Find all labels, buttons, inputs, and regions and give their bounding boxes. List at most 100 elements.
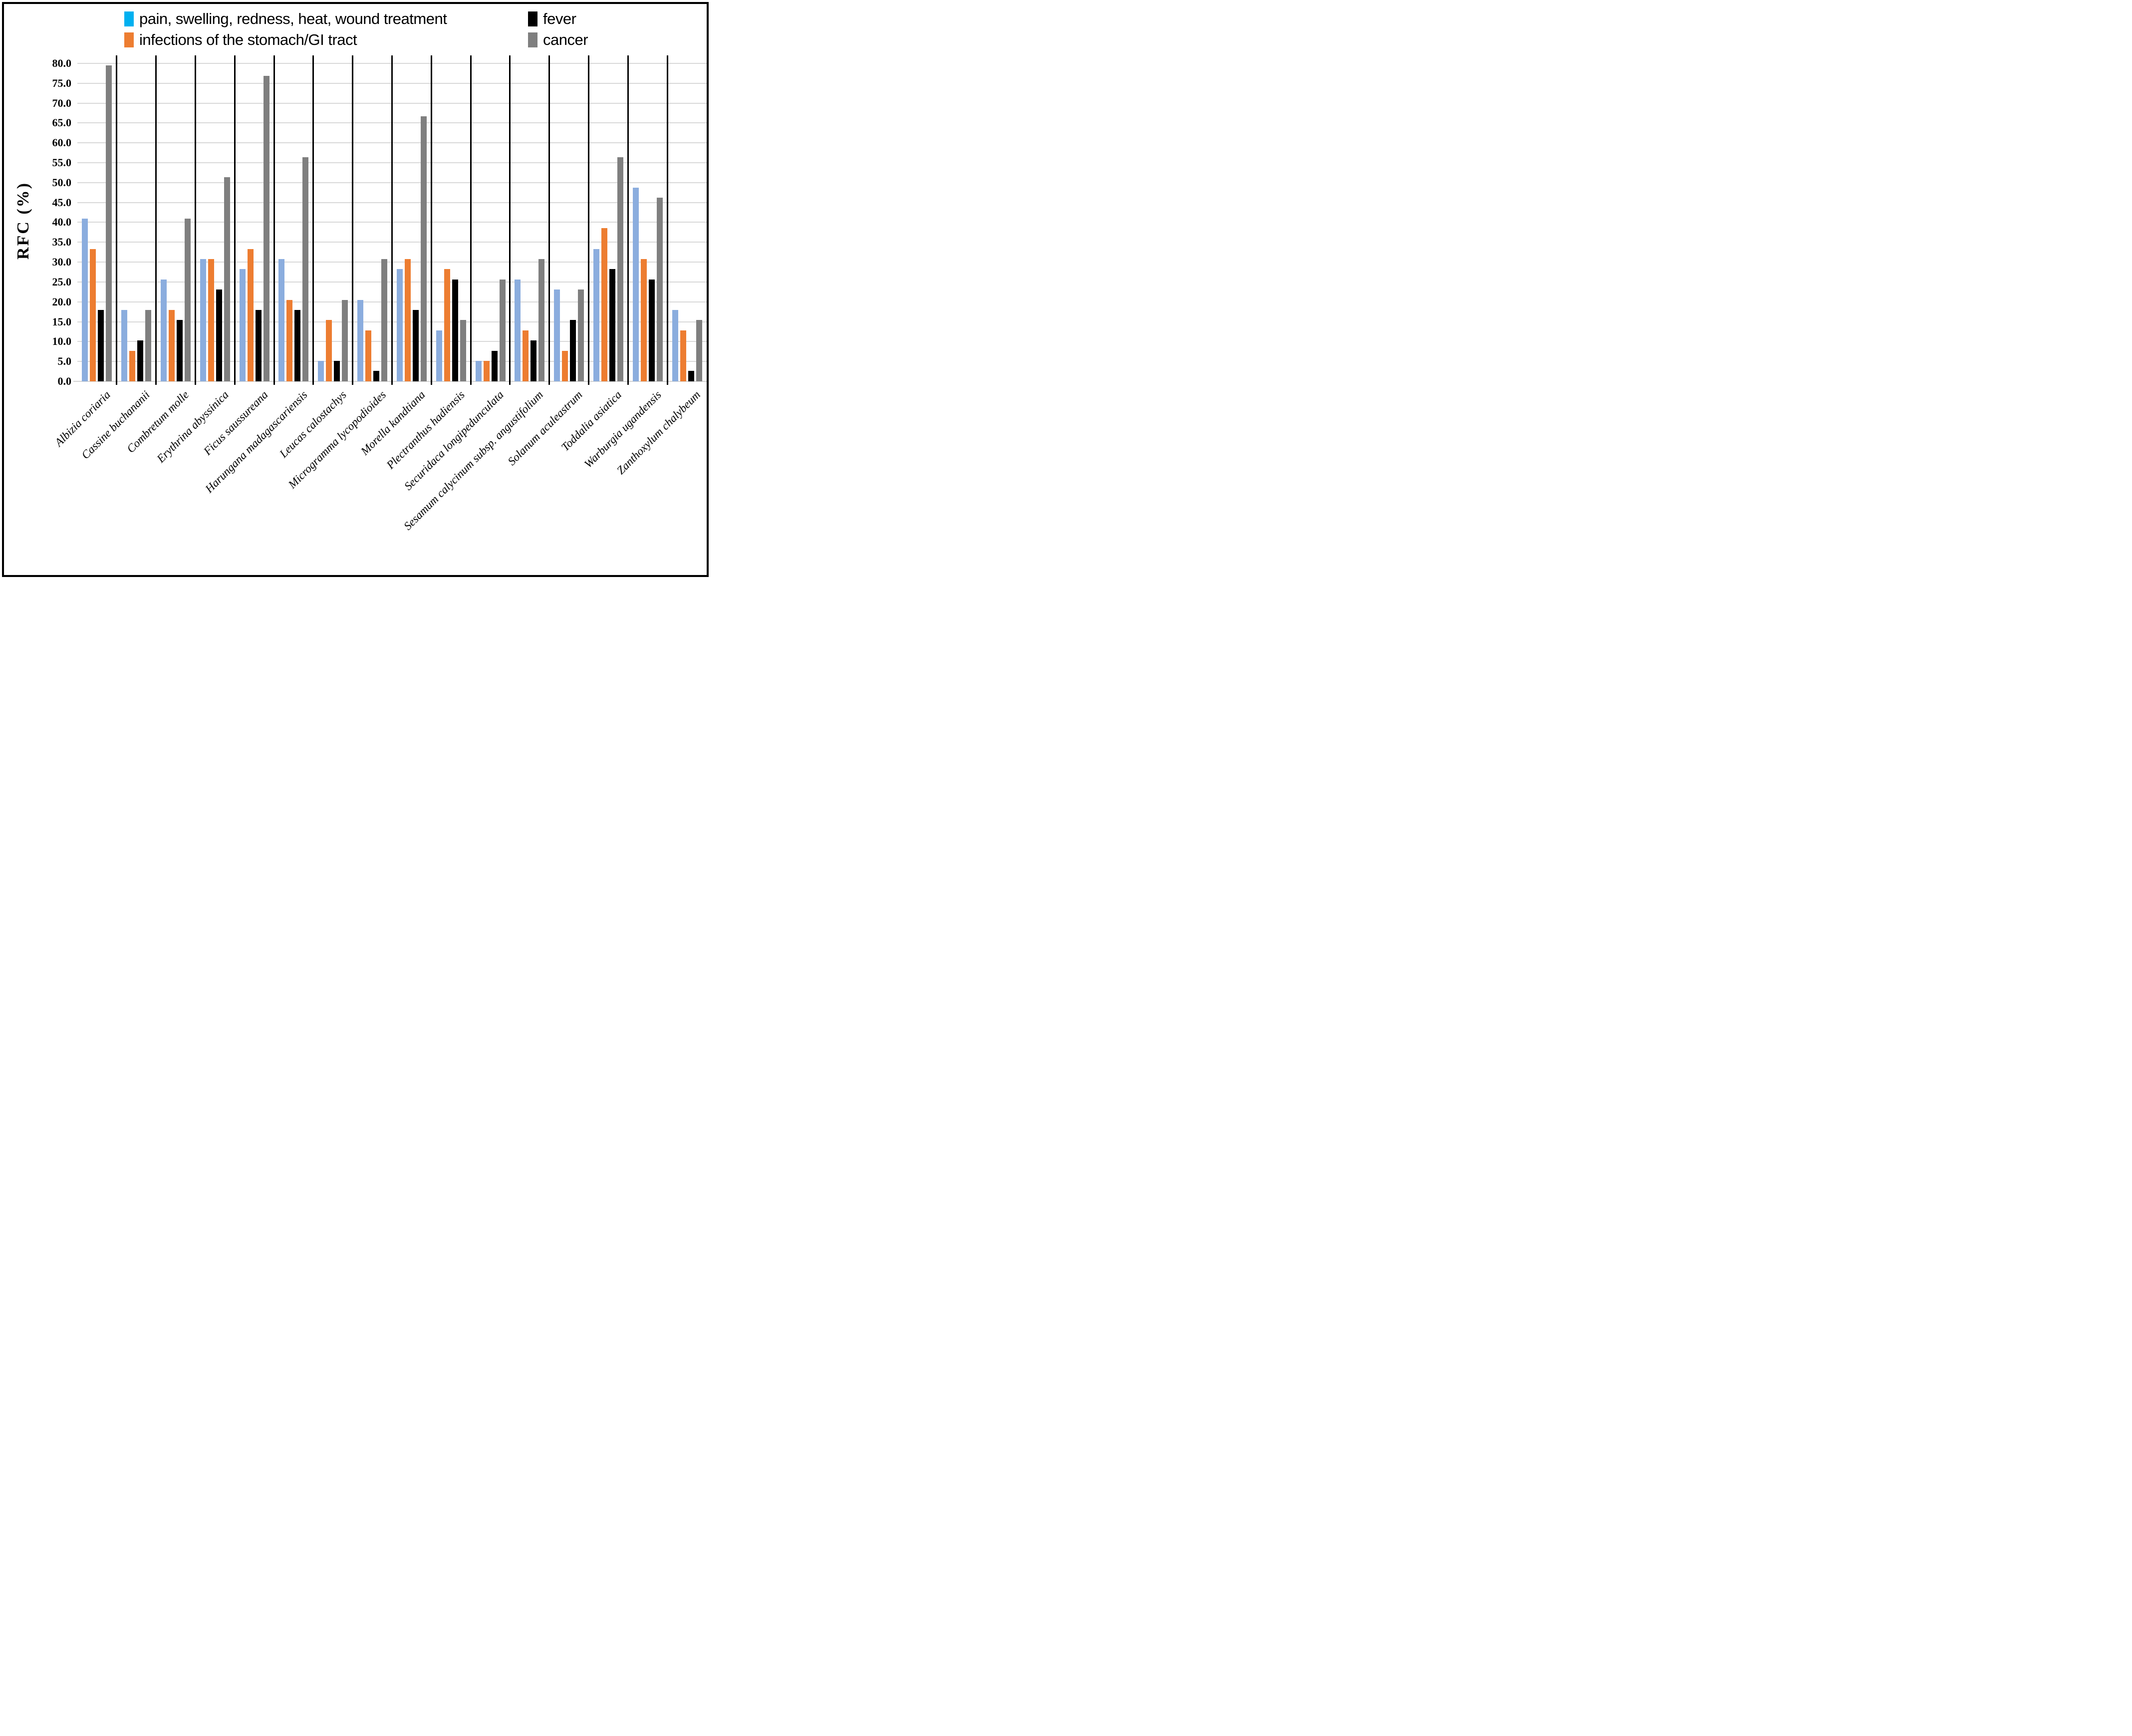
bar bbox=[696, 320, 702, 381]
bar-group bbox=[313, 55, 353, 381]
bar bbox=[82, 218, 88, 381]
category-separator bbox=[234, 55, 236, 385]
bar-group bbox=[510, 55, 549, 381]
bar bbox=[444, 269, 450, 381]
bar bbox=[656, 198, 663, 381]
legend-label: cancer bbox=[543, 31, 588, 48]
category-separator bbox=[391, 55, 393, 385]
bar bbox=[688, 371, 694, 381]
bar-group bbox=[471, 55, 510, 381]
legend-swatch bbox=[528, 32, 537, 47]
category-separator bbox=[352, 55, 354, 385]
category-separator bbox=[470, 55, 472, 385]
category-separator bbox=[509, 55, 511, 385]
bar bbox=[538, 259, 545, 381]
category-separator bbox=[548, 55, 550, 385]
bar bbox=[381, 259, 388, 381]
legend-label: pain, swelling, redness, heat, wound tre… bbox=[139, 10, 447, 27]
bar bbox=[680, 330, 686, 381]
category-separator bbox=[666, 55, 668, 385]
x-axis-line bbox=[73, 381, 707, 382]
legend-swatch bbox=[124, 32, 134, 47]
bar bbox=[318, 361, 324, 381]
legend-swatch bbox=[124, 11, 134, 26]
bar bbox=[200, 259, 206, 381]
bar bbox=[648, 280, 655, 381]
y-axis-tick-label: 25.0 bbox=[52, 275, 72, 288]
bar-group bbox=[353, 55, 392, 381]
bar bbox=[617, 157, 623, 381]
bar bbox=[239, 269, 246, 381]
bar bbox=[483, 361, 490, 381]
bar bbox=[420, 116, 427, 381]
bar bbox=[169, 309, 175, 381]
bar-group bbox=[667, 55, 707, 381]
bar bbox=[491, 350, 498, 381]
plot-area bbox=[73, 55, 707, 385]
figure-frame: pain, swelling, redness, heat, wound tre… bbox=[2, 2, 709, 577]
bar-group bbox=[274, 55, 313, 381]
y-axis-tick-label: 80.0 bbox=[52, 56, 72, 69]
y-axis-tick-label: 50.0 bbox=[52, 176, 72, 189]
bar bbox=[609, 269, 615, 381]
bar bbox=[185, 218, 191, 381]
y-axis-tick-label: 5.0 bbox=[57, 355, 72, 368]
bar bbox=[396, 269, 403, 381]
legend-label: fever bbox=[543, 10, 576, 27]
y-axis-tick-label: 40.0 bbox=[52, 216, 72, 229]
bar bbox=[255, 309, 262, 381]
category-separator bbox=[430, 55, 432, 385]
bar-group bbox=[589, 55, 628, 381]
bar bbox=[640, 259, 647, 381]
bar-group bbox=[156, 55, 196, 381]
y-axis-tick-label: 20.0 bbox=[52, 295, 72, 308]
legend-item: infections of the stomach/GI tract bbox=[124, 31, 357, 49]
bar bbox=[601, 228, 607, 381]
bar bbox=[475, 361, 482, 381]
y-axis-tick-label: 0.0 bbox=[57, 375, 72, 387]
y-axis-tick-label: 10.0 bbox=[52, 335, 72, 348]
bar bbox=[224, 177, 230, 381]
category-separator bbox=[627, 55, 629, 385]
bar bbox=[554, 289, 560, 381]
bar bbox=[578, 289, 584, 381]
bar bbox=[145, 309, 152, 381]
bar bbox=[357, 299, 364, 381]
bar-group bbox=[235, 55, 274, 381]
category-separator bbox=[155, 55, 157, 385]
category-separator bbox=[588, 55, 590, 385]
bar-group bbox=[392, 55, 432, 381]
bar bbox=[412, 309, 419, 381]
bar-group bbox=[628, 55, 667, 381]
bar bbox=[161, 280, 167, 381]
bar bbox=[523, 330, 529, 381]
y-axis-tick-label: 70.0 bbox=[52, 96, 72, 109]
y-axis-tick-label: 15.0 bbox=[52, 315, 72, 328]
bar bbox=[326, 320, 332, 381]
bar bbox=[137, 340, 144, 381]
bar bbox=[593, 249, 599, 381]
bar bbox=[404, 259, 411, 381]
y-axis-tick-label: 60.0 bbox=[52, 136, 72, 149]
bar bbox=[562, 350, 568, 381]
bar bbox=[294, 309, 301, 381]
bar bbox=[515, 280, 521, 381]
bar bbox=[177, 320, 183, 381]
bar bbox=[499, 280, 506, 381]
bar bbox=[121, 309, 128, 381]
legend-item: cancer bbox=[528, 31, 588, 49]
bar-group bbox=[549, 55, 589, 381]
bar bbox=[672, 309, 678, 381]
bar bbox=[263, 75, 269, 381]
bar bbox=[531, 340, 537, 381]
legend-item: fever bbox=[528, 10, 576, 28]
legend-label: infections of the stomach/GI tract bbox=[139, 31, 357, 48]
bar bbox=[460, 320, 466, 381]
bar bbox=[342, 299, 348, 381]
y-axis-tick-label: 45.0 bbox=[52, 196, 72, 209]
bar bbox=[278, 259, 285, 381]
bar bbox=[208, 259, 214, 381]
bar bbox=[632, 188, 639, 381]
bar bbox=[90, 249, 96, 381]
legend-swatch bbox=[528, 11, 537, 26]
